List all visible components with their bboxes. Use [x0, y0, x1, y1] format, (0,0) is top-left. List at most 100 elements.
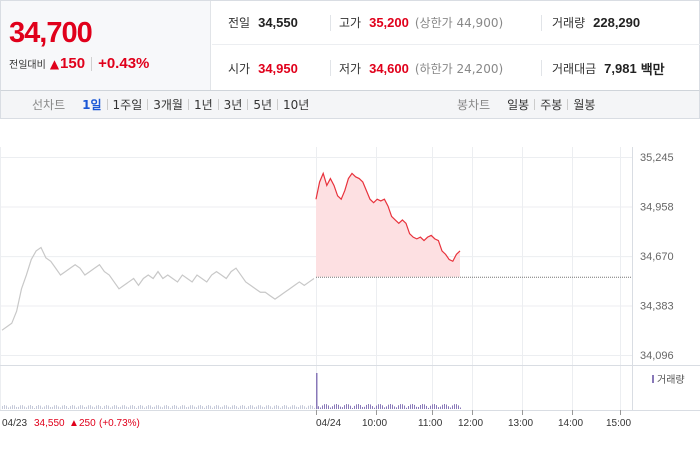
volume-bar: [42, 407, 43, 409]
tab-period-3[interactable]: 1년: [193, 98, 213, 112]
volume-bar: [234, 405, 235, 409]
divider: [187, 99, 189, 110]
volume-bar: [74, 405, 75, 409]
amount-cell: 거래대금 7,981 백만: [541, 60, 665, 77]
tab-period-5[interactable]: 5년: [253, 98, 273, 112]
volume-bar: [284, 405, 285, 409]
volume-bar: [446, 404, 447, 409]
volume-bar: [406, 407, 407, 409]
volume-bar: [382, 405, 383, 409]
volume-bar: [104, 405, 105, 409]
volume-bar: [136, 407, 137, 409]
volume-bar: [90, 405, 91, 409]
volume-bar: [214, 406, 215, 409]
volume-bar: [398, 405, 399, 409]
tab-candle-0[interactable]: 일봉: [507, 98, 530, 112]
volume-bar: [146, 406, 147, 409]
volume-bar: [454, 404, 455, 409]
stats-table: 전일 34,550 고가 35,200 (상한가 44,900) 거래량 228…: [212, 1, 700, 90]
volume-bar: [56, 405, 57, 409]
volume-bar: [228, 406, 229, 409]
chart-canvas[interactable]: 35,245 34,958 34,670 34,383 34,096 거래량 04/24 10…: [0, 119, 700, 450]
volume-bar: [64, 405, 65, 409]
volume-legend-swatch: [652, 375, 654, 383]
volume-bar: [148, 405, 149, 409]
volume-bar: [210, 405, 211, 409]
price-chart[interactable]: 35,245 34,958 34,670 34,383 34,096 거래량 04/24 10…: [0, 119, 700, 450]
volume-bar: [452, 405, 453, 409]
volume-bar: [274, 405, 275, 409]
price-summary: 34,700 전일대비 ▲ 150 +0.43%: [1, 1, 211, 90]
volume-cell: 거래량 228,290: [541, 14, 640, 31]
volume-bar: [388, 404, 389, 409]
divider: [217, 99, 219, 110]
low-value: 34,600: [369, 60, 409, 76]
volume-bar: [236, 406, 237, 409]
volume-bar: [188, 406, 189, 409]
change-value: 150: [60, 55, 86, 72]
volume-bar: [208, 405, 209, 409]
line-chart-label: 선차트: [32, 98, 66, 112]
price-change: 전일대비 ▲ 150 +0.43%: [9, 55, 149, 72]
footer-close: 34,550: [34, 418, 65, 429]
volume-bar: [276, 405, 277, 409]
volume-bar: [142, 405, 143, 409]
volume-bar: [94, 407, 95, 409]
volume-bar: [340, 406, 341, 409]
volume-bar: [336, 404, 337, 409]
volume-bar: [428, 407, 429, 409]
volume-bar: [286, 405, 287, 409]
y-tick-label: 35,245: [640, 152, 674, 164]
amount-unit: 백만: [640, 61, 665, 77]
volume-bar: [338, 404, 339, 409]
volume-bar: [46, 405, 47, 409]
volume-bar: [116, 405, 117, 409]
y-tick-label: 34,670: [640, 251, 674, 263]
volume-bar: [384, 407, 385, 409]
volume-bar: [370, 404, 371, 409]
volume-bar: [322, 405, 323, 409]
footer-arrow: ▲: [69, 418, 79, 429]
volume-bar: [438, 407, 439, 409]
tab-period-4[interactable]: 3년: [223, 98, 243, 112]
upper-limit: (상한가 44,900): [414, 16, 504, 30]
volume-bar: [172, 405, 173, 409]
volume-bar: [150, 405, 151, 409]
volume-bar: [328, 405, 329, 409]
tab-period-6[interactable]: 10년: [283, 98, 310, 112]
volume-bar: [58, 406, 59, 409]
volume-bar: [124, 405, 125, 409]
volume-bar: [260, 405, 261, 409]
volume-bar: [298, 407, 299, 409]
volume-bar: [252, 405, 253, 409]
volume-bar: [350, 405, 351, 409]
volume-bar: [106, 405, 107, 409]
volume-bar: [316, 373, 318, 409]
volume-bar: [456, 404, 457, 409]
tab-candle-1[interactable]: 주봉: [540, 98, 563, 112]
volume-bar: [248, 406, 249, 409]
volume-bar: [306, 407, 307, 409]
volume-bar: [48, 405, 49, 409]
candle-chart-periods: 봉차트 일봉 주봉 월봉: [457, 91, 600, 118]
volume-bar: [312, 405, 313, 409]
volume-bar: [44, 406, 45, 409]
tab-period-0[interactable]: 1일: [82, 98, 102, 112]
open-value: 34,950: [258, 60, 298, 76]
x-tick-label: 11:00: [418, 418, 443, 429]
tab-period-1[interactable]: 1주일: [112, 98, 143, 112]
prev-close-value: 34,550: [258, 15, 298, 30]
volume-bar: [52, 406, 53, 409]
open-cell: 시가 34,950: [228, 60, 298, 76]
stats-row: 시가 34,950 저가 34,600 (하한가 24,200) 거래대금 7,…: [212, 46, 700, 90]
footer-pct: (+0.73%): [99, 418, 140, 429]
tab-candle-2[interactable]: 월봉: [573, 98, 596, 112]
volume-bar: [268, 405, 269, 409]
tab-period-2[interactable]: 3개월: [153, 98, 183, 112]
volume-bar: [250, 405, 251, 409]
volume-bar: [358, 404, 359, 409]
volume-bar: [126, 406, 127, 409]
volume-bar: [264, 407, 265, 409]
volume-bar: [36, 405, 37, 409]
volume-bar: [92, 406, 93, 409]
